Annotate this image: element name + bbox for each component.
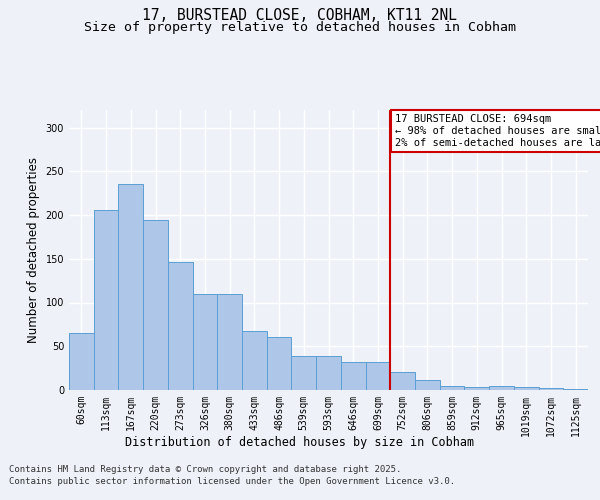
Bar bbox=[143, 220, 168, 390]
Bar bbox=[69, 333, 94, 390]
Text: Contains HM Land Registry data © Crown copyright and database right 2025.: Contains HM Land Registry data © Crown c… bbox=[9, 465, 401, 474]
Text: Size of property relative to detached houses in Cobham: Size of property relative to detached ho… bbox=[84, 21, 516, 34]
Bar bbox=[341, 362, 365, 390]
Bar bbox=[415, 380, 440, 390]
Bar bbox=[193, 294, 217, 390]
Text: 17 BURSTEAD CLOSE: 694sqm
← 98% of detached houses are smaller (1,204)
2% of sem: 17 BURSTEAD CLOSE: 694sqm ← 98% of detac… bbox=[395, 114, 600, 148]
Bar bbox=[464, 386, 489, 390]
Text: 17, BURSTEAD CLOSE, COBHAM, KT11 2NL: 17, BURSTEAD CLOSE, COBHAM, KT11 2NL bbox=[143, 8, 458, 22]
Bar bbox=[440, 386, 464, 390]
Bar bbox=[242, 330, 267, 390]
Bar bbox=[539, 388, 563, 390]
Bar bbox=[316, 356, 341, 390]
Bar bbox=[489, 386, 514, 390]
Bar bbox=[292, 356, 316, 390]
Text: Contains public sector information licensed under the Open Government Licence v3: Contains public sector information licen… bbox=[9, 477, 455, 486]
Bar bbox=[267, 336, 292, 390]
Bar bbox=[118, 184, 143, 390]
Bar bbox=[94, 210, 118, 390]
Bar bbox=[390, 372, 415, 390]
Bar bbox=[514, 388, 539, 390]
Y-axis label: Number of detached properties: Number of detached properties bbox=[27, 157, 40, 343]
Bar bbox=[365, 362, 390, 390]
Bar bbox=[563, 389, 588, 390]
Text: Distribution of detached houses by size in Cobham: Distribution of detached houses by size … bbox=[125, 436, 475, 449]
Bar bbox=[217, 294, 242, 390]
Bar bbox=[168, 262, 193, 390]
